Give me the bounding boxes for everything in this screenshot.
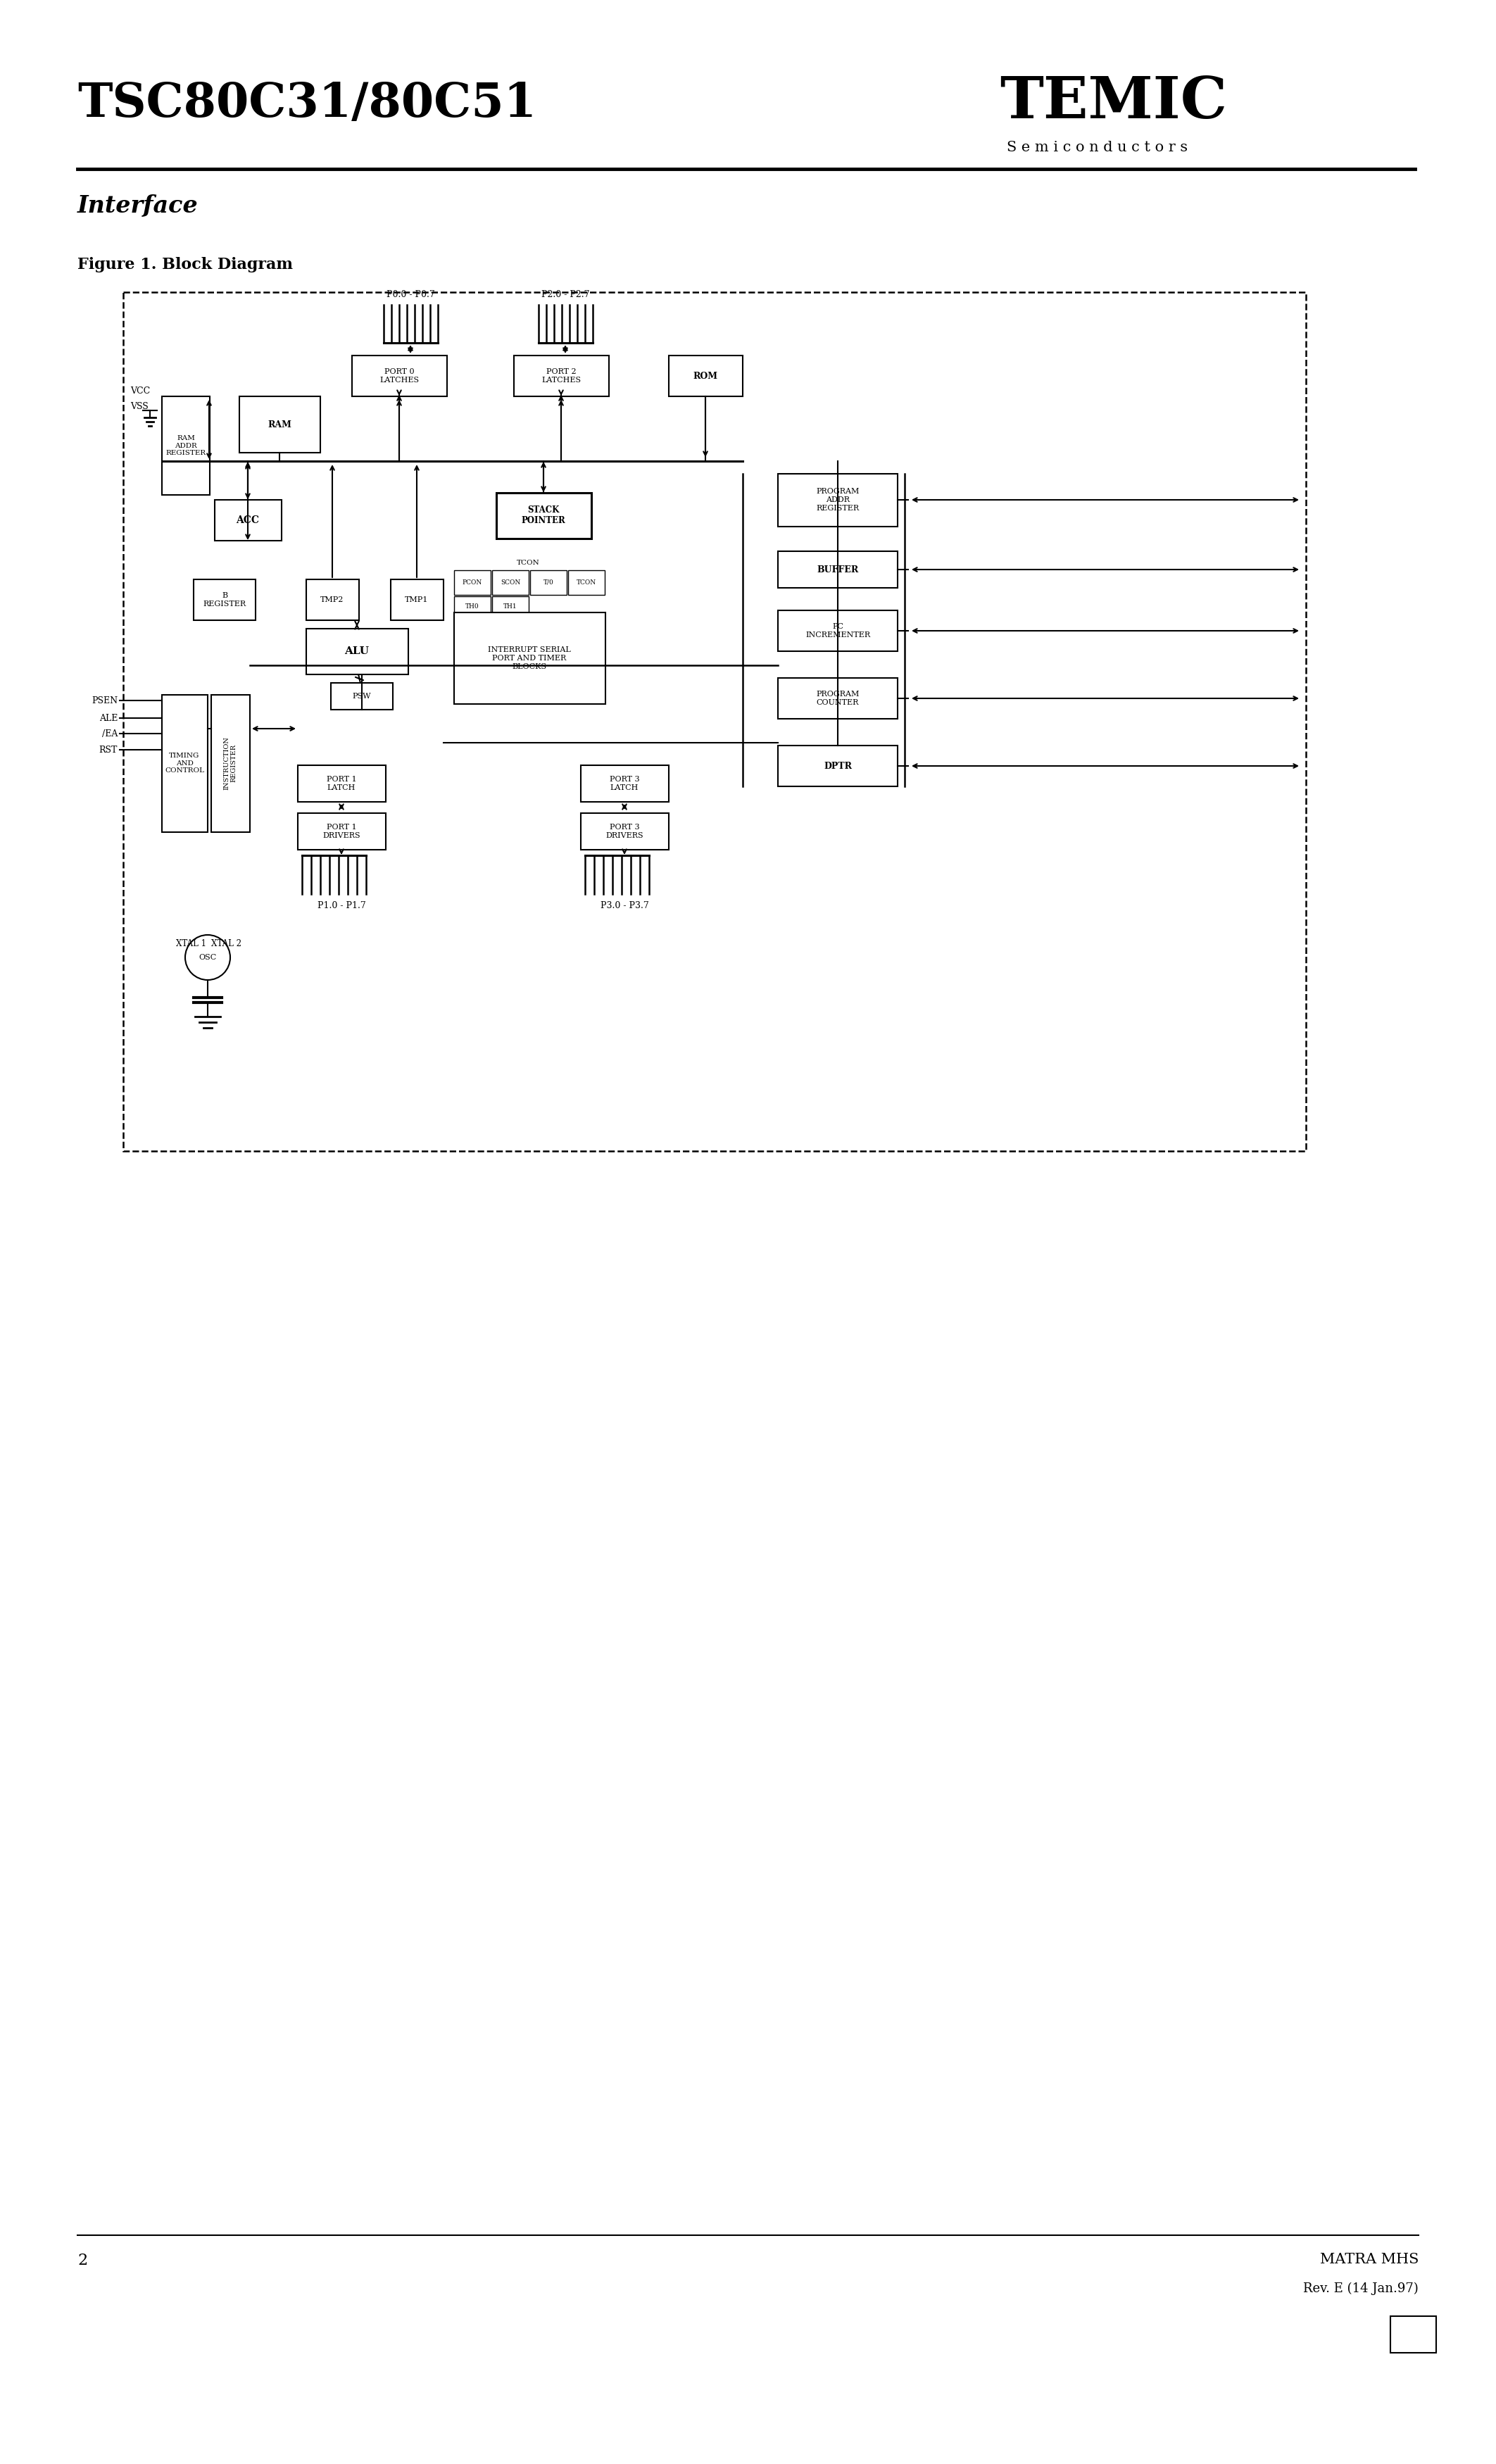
FancyBboxPatch shape [162,397,209,495]
Text: VCC: VCC [130,387,150,394]
Text: P0.0 - P0.7: P0.0 - P0.7 [386,291,435,298]
Text: XTAL 2: XTAL 2 [211,939,241,949]
FancyBboxPatch shape [239,397,320,453]
Text: PORT 1
LATCH: PORT 1 LATCH [326,776,356,791]
Text: T/0: T/0 [543,579,554,586]
FancyBboxPatch shape [497,493,591,540]
Text: TMP2: TMP2 [320,596,344,604]
Text: ACC: ACC [236,515,259,525]
Text: P1.0 - P1.7: P1.0 - P1.7 [317,902,365,909]
Text: TH0: TH0 [465,604,479,609]
Text: TH1: TH1 [504,604,518,609]
Text: TMP1: TMP1 [405,596,428,604]
Text: PORT 2
LATCHES: PORT 2 LATCHES [542,367,580,384]
Text: 2: 2 [78,2252,87,2269]
Text: ALE: ALE [99,715,118,722]
FancyBboxPatch shape [580,766,669,801]
Text: SCON: SCON [501,579,521,586]
Text: BUFFER: BUFFER [817,564,859,574]
Text: XTAL 1: XTAL 1 [177,939,206,949]
FancyBboxPatch shape [211,695,250,833]
Text: P3.0 - P3.7: P3.0 - P3.7 [600,902,649,909]
Text: RST: RST [99,744,118,754]
FancyBboxPatch shape [455,569,491,594]
FancyBboxPatch shape [352,355,447,397]
Text: VSS: VSS [130,402,148,411]
FancyBboxPatch shape [778,678,898,719]
FancyBboxPatch shape [123,293,1306,1151]
FancyBboxPatch shape [1390,2316,1436,2353]
FancyBboxPatch shape [669,355,742,397]
Text: PC
INCREMENTER: PC INCREMENTER [805,623,871,638]
FancyBboxPatch shape [568,569,604,594]
Text: PROGRAM
ADDR
REGISTER: PROGRAM ADDR REGISTER [817,488,859,513]
FancyBboxPatch shape [455,614,606,705]
FancyBboxPatch shape [331,683,393,710]
Text: INSTRUCTION
REGISTER: INSTRUCTION REGISTER [223,737,236,791]
Text: INTERRUPT SERIAL
PORT AND TIMER
BLOCKS: INTERRUPT SERIAL PORT AND TIMER BLOCKS [488,646,571,670]
Text: Figure 1. Block Diagram: Figure 1. Block Diagram [78,256,293,274]
FancyBboxPatch shape [580,813,669,850]
Text: B
REGISTER: B REGISTER [203,591,247,609]
Text: PORT 1
DRIVERS: PORT 1 DRIVERS [323,823,361,840]
Text: Interface: Interface [78,195,199,217]
Text: TEMIC: TEMIC [999,74,1227,131]
Text: TIMING
AND
CONTROL: TIMING AND CONTROL [165,752,203,774]
Text: PSW: PSW [353,692,371,700]
FancyBboxPatch shape [778,611,898,650]
Text: RAM
ADDR
REGISTER: RAM ADDR REGISTER [166,436,206,456]
FancyBboxPatch shape [390,579,443,621]
FancyBboxPatch shape [492,596,528,616]
Text: S e m i c o n d u c t o r s: S e m i c o n d u c t o r s [1007,140,1188,155]
Text: TCON: TCON [516,559,540,567]
Text: Rev. E (14 Jan.97): Rev. E (14 Jan.97) [1303,2282,1418,2296]
Text: TCON: TCON [576,579,597,586]
Text: ROM: ROM [693,372,718,379]
FancyBboxPatch shape [530,569,567,594]
FancyBboxPatch shape [778,473,898,527]
Text: PSEN: PSEN [91,695,118,705]
Text: TSC80C31/80C51: TSC80C31/80C51 [78,81,537,126]
Text: ALU: ALU [344,646,370,655]
FancyBboxPatch shape [193,579,256,621]
FancyBboxPatch shape [778,552,898,589]
Text: /EA: /EA [102,729,118,739]
Text: MATRA MHS: MATRA MHS [1319,2252,1418,2267]
FancyBboxPatch shape [778,747,898,786]
FancyBboxPatch shape [215,500,281,540]
Text: RAM: RAM [268,419,292,429]
Text: STACK
POINTER: STACK POINTER [522,505,565,525]
FancyBboxPatch shape [298,766,386,801]
Text: PORT 3
DRIVERS: PORT 3 DRIVERS [606,823,643,840]
Text: PCON: PCON [462,579,482,586]
FancyBboxPatch shape [307,628,408,675]
FancyBboxPatch shape [492,569,528,594]
Text: PROGRAM
COUNTER: PROGRAM COUNTER [817,690,859,707]
Text: OSC: OSC [199,954,217,961]
Text: PORT 0
LATCHES: PORT 0 LATCHES [380,367,419,384]
Text: PORT 3
LATCH: PORT 3 LATCH [609,776,639,791]
FancyBboxPatch shape [455,596,491,616]
FancyBboxPatch shape [515,355,609,397]
FancyBboxPatch shape [307,579,359,621]
Text: P2.0 - P2.7: P2.0 - P2.7 [542,291,589,298]
FancyBboxPatch shape [298,813,386,850]
Text: DPTR: DPTR [824,761,851,771]
FancyBboxPatch shape [162,695,208,833]
